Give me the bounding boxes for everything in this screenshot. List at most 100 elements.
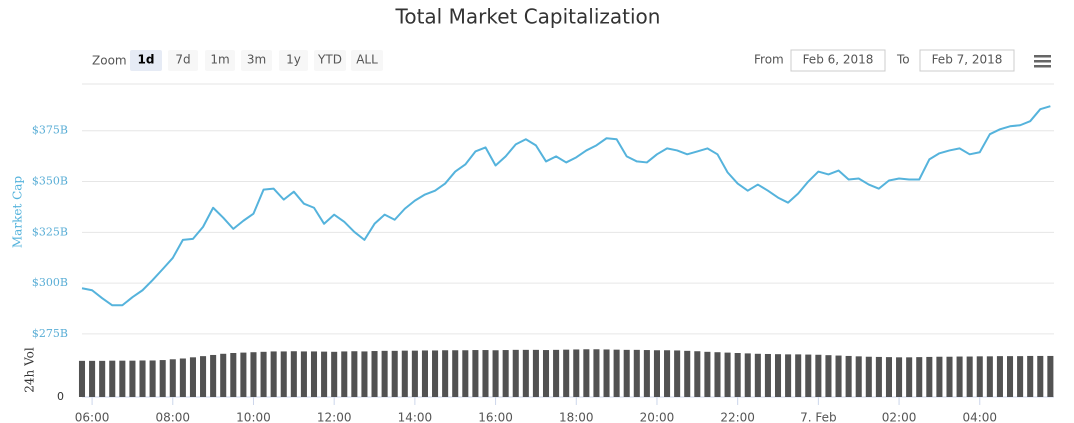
x-tick-label: 20:00 <box>640 411 675 423</box>
volume-bar <box>189 357 196 397</box>
from-input[interactable] <box>790 49 886 72</box>
volume-bar <box>542 350 550 397</box>
volume-bar <box>613 349 620 397</box>
volume-bar <box>432 350 439 397</box>
volume-bar <box>714 352 721 397</box>
x-tick-label: 22:00 <box>720 411 755 423</box>
volume-bar <box>754 353 761 397</box>
range-button[interactable] <box>279 50 308 71</box>
volume-bar <box>583 349 590 397</box>
x-tick-label: 02:00 <box>882 411 917 423</box>
volume-bar <box>250 352 257 397</box>
volume-bar <box>78 360 86 397</box>
volume-bar <box>200 356 207 397</box>
range-button-label: 1d <box>138 53 155 67</box>
volume-bar <box>553 349 560 397</box>
volume-bar <box>1037 355 1044 397</box>
menu-bar <box>1034 55 1051 58</box>
menu-bar <box>1034 60 1051 63</box>
x-tick-label: 06:00 <box>75 411 110 423</box>
volume-bar <box>704 351 711 397</box>
volume-bar <box>260 351 267 397</box>
volume-bar <box>885 357 892 397</box>
volume-bar <box>331 351 338 397</box>
volume-bar <box>512 349 519 397</box>
y-tick-label: $375B <box>32 124 68 137</box>
range-button-label: 3m <box>247 53 266 67</box>
from-label: From <box>754 53 784 67</box>
volume-bar <box>280 351 287 397</box>
volume-bar <box>986 356 993 397</box>
volume-bar <box>966 356 973 397</box>
volume-bar <box>906 357 913 397</box>
range-button-label: 1y <box>286 53 301 67</box>
volume-bar <box>805 354 812 397</box>
volume-bar <box>835 355 842 397</box>
from-date: Feb 6, 2018 <box>803 53 874 67</box>
volume-bar <box>361 351 368 397</box>
y-tick-label: $300B <box>32 276 68 289</box>
x-tick-label: 14:00 <box>398 411 433 423</box>
volume-bar <box>653 350 660 397</box>
volume-bar <box>502 350 509 397</box>
volume-bar <box>976 356 983 397</box>
volume-bar <box>573 349 580 397</box>
volume-bar <box>623 349 630 397</box>
volume-bar <box>896 357 903 397</box>
volume-bar <box>603 349 610 397</box>
volume-bar <box>159 360 166 397</box>
x-tick-label: 08:00 <box>155 411 190 423</box>
volume-bar <box>744 353 751 397</box>
volume-bar <box>936 356 943 397</box>
to-input[interactable] <box>919 49 1015 72</box>
range-button[interactable] <box>205 50 235 71</box>
volume-bar <box>240 352 247 397</box>
volume-bar <box>1017 356 1024 397</box>
volume-bar <box>785 354 792 397</box>
range-button[interactable] <box>314 50 346 71</box>
volume-bar <box>815 354 822 397</box>
volume-bar <box>411 350 418 397</box>
volume-bar <box>462 350 469 397</box>
y-tick-label: $275B <box>32 327 68 340</box>
volume-bar <box>220 353 227 397</box>
volume-bar <box>764 353 771 397</box>
volume-bar <box>563 349 570 397</box>
volume-bar <box>845 355 852 397</box>
volume-bar <box>946 356 953 397</box>
volume-bar <box>321 351 328 397</box>
x-tick-label: 10:00 <box>236 411 271 423</box>
range-button-label: ALL <box>356 53 378 67</box>
range-button[interactable] <box>351 50 383 71</box>
volume-bar <box>210 354 217 397</box>
volume-bar <box>694 351 701 397</box>
volume-bar <box>643 350 650 397</box>
range-button[interactable] <box>130 50 162 71</box>
volume-bar <box>421 350 428 397</box>
volume-bar <box>391 350 398 397</box>
range-button[interactable] <box>241 50 272 71</box>
range-button[interactable] <box>168 50 198 71</box>
volume-bar <box>179 358 186 397</box>
y-tick-label: $325B <box>32 225 68 238</box>
volume-bar <box>593 349 600 397</box>
x-tick-label: 18:00 <box>559 411 594 423</box>
volume-bar <box>472 350 479 397</box>
volume-bar <box>795 354 802 397</box>
volume-bar <box>492 350 499 397</box>
volume-bar <box>401 350 408 397</box>
x-tick-label: 16:00 <box>478 411 513 423</box>
volume-bar <box>865 356 872 397</box>
volume-bar <box>1047 355 1054 397</box>
volume-bar <box>855 356 862 397</box>
volume-bar <box>300 351 307 397</box>
volume-bar <box>996 356 1003 397</box>
volume-bar <box>724 352 731 397</box>
y-axis-title: Market Cap <box>11 176 25 249</box>
range-button-label: 1m <box>210 53 229 67</box>
zoom-label: Zoom <box>92 54 127 68</box>
volume-bar <box>381 350 388 397</box>
volume-bar <box>926 356 933 397</box>
volume-bar <box>310 351 318 397</box>
menu-button[interactable] <box>1034 55 1051 68</box>
